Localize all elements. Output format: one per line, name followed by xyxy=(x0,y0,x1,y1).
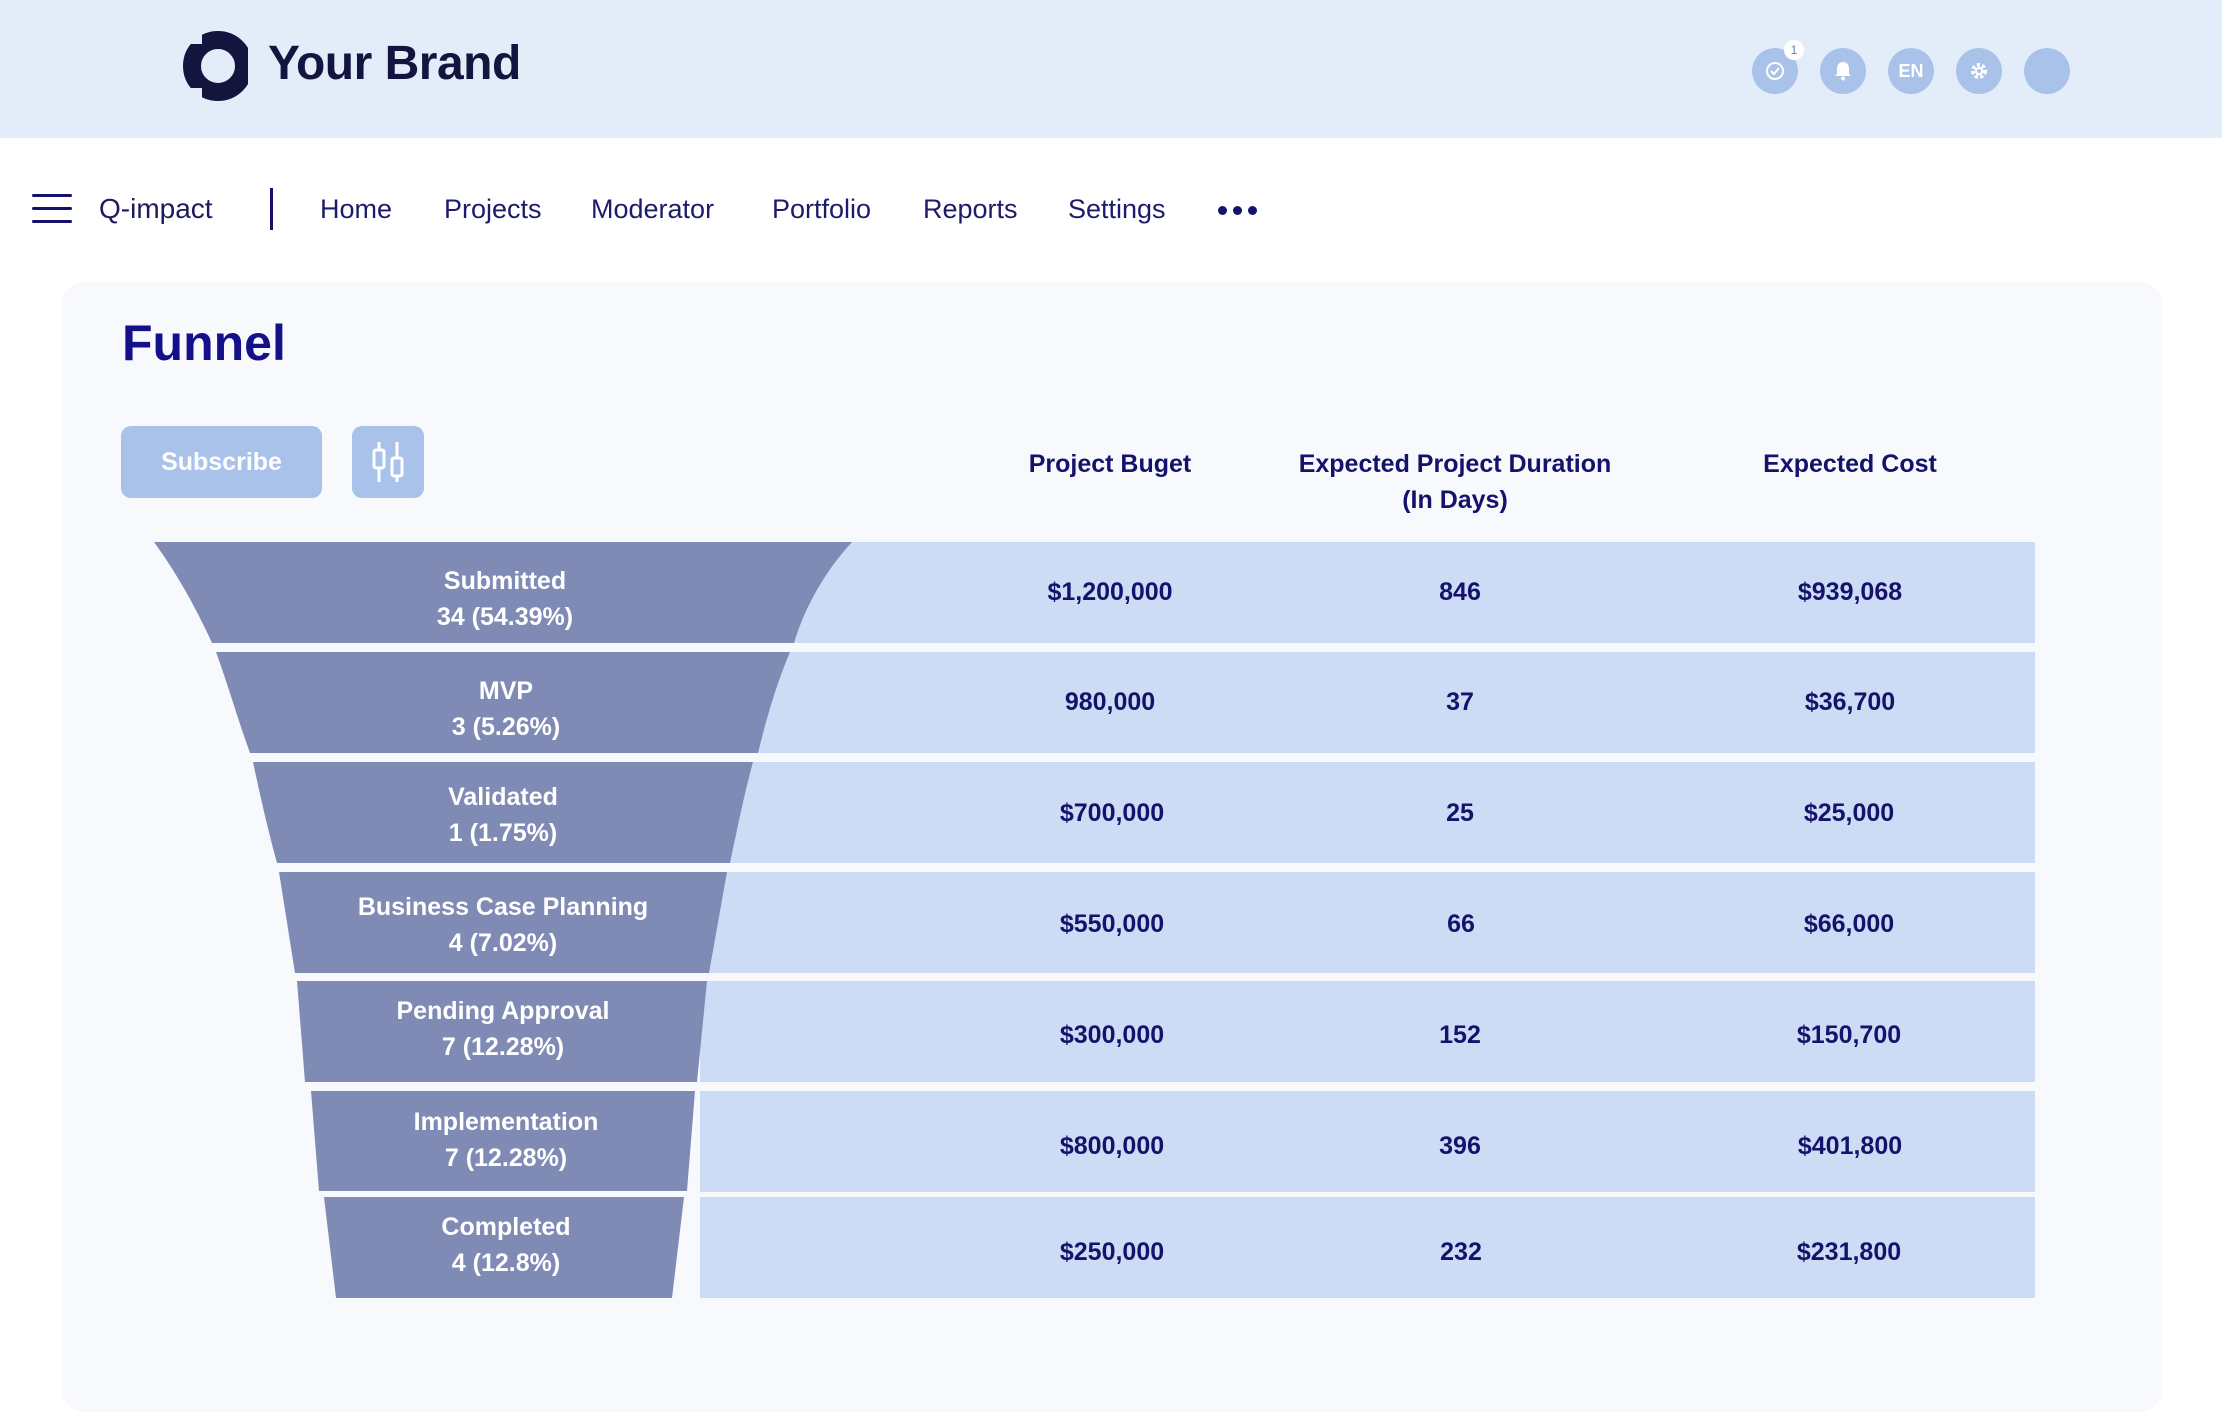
nav-item-reports[interactable]: Reports xyxy=(923,194,1018,224)
budget-cell: $800,000 xyxy=(1059,1132,1165,1160)
table-row xyxy=(700,1091,2035,1192)
brand-logo-icon xyxy=(182,30,248,102)
budget-cell: $550,000 xyxy=(1059,910,1165,938)
cost-cell: $66,000 xyxy=(1803,910,1895,938)
nav-divider xyxy=(270,188,273,230)
cost-cell: $36,700 xyxy=(1804,688,1896,716)
stage-label-submitted: Submitted 34 (54.39%) xyxy=(436,567,574,631)
stage-label-pending-approval: Pending Approval 7 (12.28%) xyxy=(396,997,610,1061)
duration-cell: 232 xyxy=(1440,1238,1482,1266)
gear-glyph-icon xyxy=(1971,63,1987,79)
budget-cell: $700,000 xyxy=(1059,799,1165,827)
table-row xyxy=(700,652,2035,753)
stage-label-mvp: MVP 3 (5.26%) xyxy=(451,677,561,741)
cost-cell: $939,068 xyxy=(1797,578,1903,606)
table-row xyxy=(700,762,2035,863)
language-button[interactable]: EN xyxy=(1888,48,1934,94)
table-row xyxy=(700,1197,2035,1298)
column-header-duration: Expected Project Duration (In Days) xyxy=(1298,450,1612,514)
nav-item-home[interactable]: Home xyxy=(320,194,393,224)
budget-cell: $250,000 xyxy=(1059,1238,1165,1266)
page-title: Funnel xyxy=(122,315,286,371)
notification-badge: 1 xyxy=(1784,40,1804,60)
table-row xyxy=(700,542,2035,643)
top-header: Your Brand 1 EN xyxy=(0,0,2222,138)
duration-cell: 396 xyxy=(1439,1132,1481,1160)
bell-glyph-icon xyxy=(1835,62,1851,81)
duration-cell: 846 xyxy=(1439,578,1481,606)
tasks-icon[interactable]: 1 xyxy=(1752,40,1804,94)
app-name: Q-impact xyxy=(99,193,213,224)
duration-cell: 66 xyxy=(1447,910,1475,938)
brand-name: Your Brand xyxy=(268,37,521,90)
more-menu-icon[interactable] xyxy=(1218,206,1257,215)
nav-item-moderator[interactable]: Moderator xyxy=(591,194,715,224)
nav-item-portfolio[interactable]: Portfolio xyxy=(772,194,872,224)
main-nav: Q-impact Home Projects Moderator Portfol… xyxy=(0,138,2222,283)
duration-cell: 37 xyxy=(1446,688,1474,716)
table-row xyxy=(700,872,2035,973)
chart-toggle-button[interactable] xyxy=(352,426,424,498)
budget-cell: $300,000 xyxy=(1059,1021,1165,1049)
avatar[interactable] xyxy=(2024,48,2070,94)
cost-cell: $401,800 xyxy=(1797,1132,1903,1160)
stage-label-implementation: Implementation 7 (12.28%) xyxy=(413,1108,599,1172)
cost-cell: $150,700 xyxy=(1796,1021,1902,1049)
column-header-budget: Project Buget xyxy=(1028,450,1192,478)
hamburger-menu-icon[interactable] xyxy=(32,194,72,224)
bell-icon[interactable] xyxy=(1820,48,1866,94)
nav-item-projects[interactable]: Projects xyxy=(444,194,542,224)
stage-label-business-case: Business Case Planning 4 (7.02%) xyxy=(357,893,649,957)
nav-item-settings[interactable]: Settings xyxy=(1068,194,1166,224)
language-label: EN xyxy=(1898,60,1924,81)
cost-cell: $25,000 xyxy=(1803,799,1895,827)
budget-cell: $1,200,000 xyxy=(1047,578,1173,606)
table-row xyxy=(700,981,2035,1082)
duration-cell: 152 xyxy=(1439,1021,1481,1049)
subscribe-button[interactable]: Subscribe xyxy=(121,426,322,498)
stage-label-validated: Validated 1 (1.75%) xyxy=(448,783,558,847)
candlestick-icon xyxy=(372,442,404,482)
cost-cell: $231,800 xyxy=(1796,1238,1902,1266)
budget-cell: 980,000 xyxy=(1064,688,1156,716)
check-circle-icon xyxy=(1766,62,1784,80)
duration-cell: 25 xyxy=(1446,799,1474,827)
column-header-cost: Expected Cost xyxy=(1763,450,1937,478)
stage-label-completed: Completed 4 (12.8%) xyxy=(441,1213,571,1277)
gear-icon[interactable] xyxy=(1956,48,2002,94)
